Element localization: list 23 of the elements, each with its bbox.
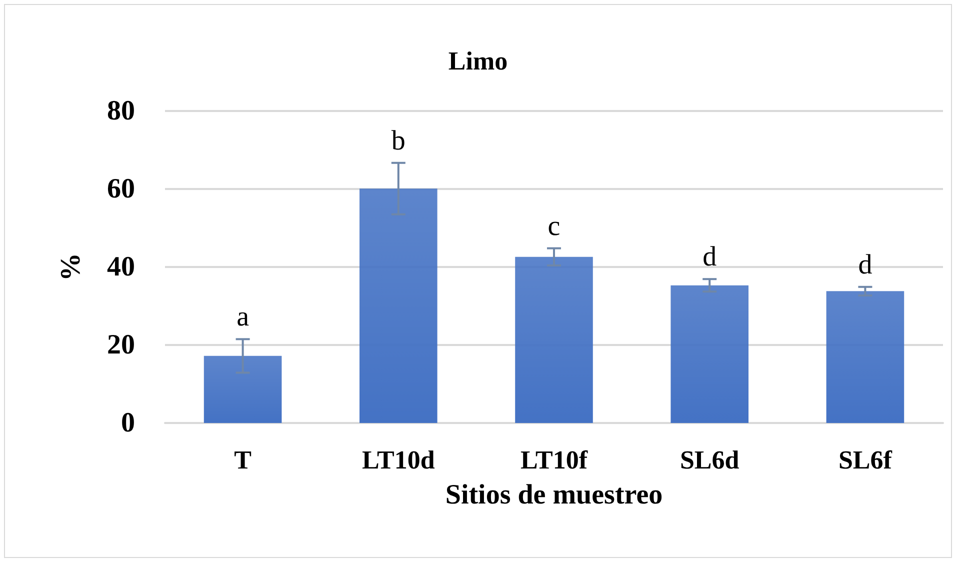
y-tick-label: 0 [121, 408, 135, 438]
y-axis-title: % [56, 253, 86, 281]
x-tick-label: LT10d [362, 446, 436, 474]
y-tick-label: 60 [107, 174, 135, 204]
x-tick-label: T [234, 446, 252, 474]
bar [515, 256, 593, 423]
x-tick-label: SL6d [680, 446, 740, 474]
bar [360, 188, 438, 423]
x-tick-label: SL6f [838, 446, 892, 474]
x-axis-title: Sitios de muestreo [445, 480, 663, 510]
annotation: c [548, 210, 560, 242]
bar [204, 356, 282, 423]
bar [826, 291, 904, 423]
y-tick-label: 40 [107, 252, 135, 282]
x-tick-label: LT10f [520, 446, 588, 474]
annotation: b [391, 125, 406, 156]
y-tick-label: 80 [107, 96, 135, 126]
annotation: d [702, 242, 717, 273]
chart-title: Limo [448, 46, 508, 76]
annotation: d [858, 249, 872, 280]
bar [670, 285, 748, 423]
annotation: a [236, 302, 250, 333]
y-tick-label: 20 [107, 330, 135, 360]
